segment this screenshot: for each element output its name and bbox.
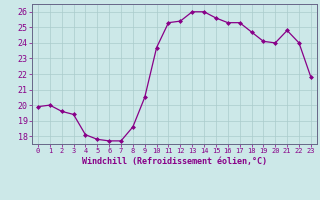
X-axis label: Windchill (Refroidissement éolien,°C): Windchill (Refroidissement éolien,°C) [82,157,267,166]
